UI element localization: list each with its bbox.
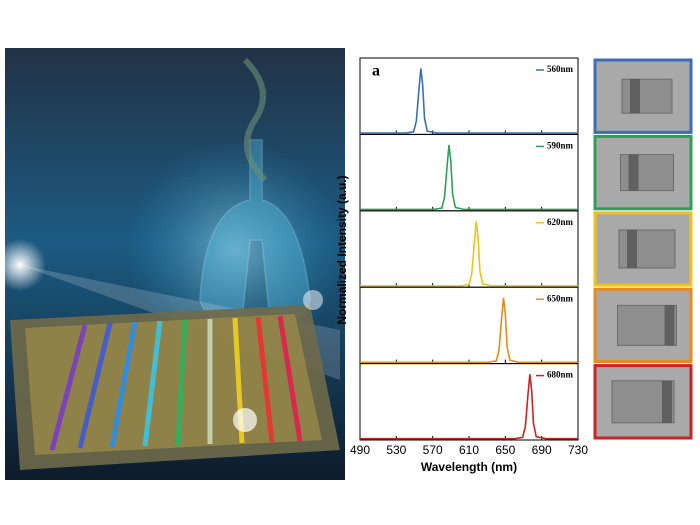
illustration <box>0 48 345 480</box>
legend-label: 680nm <box>547 370 574 380</box>
x-tick-label: 530 <box>386 443 406 457</box>
panel-frame <box>359 286 579 365</box>
x-tick-label: 730 <box>568 443 588 457</box>
spectrum-line <box>360 221 578 287</box>
panel-frame <box>359 133 579 212</box>
x-tick-label: 690 <box>532 443 552 457</box>
panel-frame <box>359 210 579 288</box>
device <box>621 78 673 114</box>
x-tick-label: 490 <box>350 443 370 457</box>
panel-frame <box>359 57 579 135</box>
legend-label: 590nm <box>547 140 574 150</box>
device-step <box>628 154 639 191</box>
x-tick-label: 610 <box>459 443 479 457</box>
x-tick-label: 650 <box>495 443 515 457</box>
panel-label: a <box>372 63 380 80</box>
device-step <box>627 230 637 268</box>
y-axis-label: Normalized Intensity (a.u.) <box>335 175 349 324</box>
x-axis-label: Wavelength (nm) <box>421 460 517 474</box>
spectrum-line <box>360 374 578 440</box>
spectrum-line <box>360 297 578 364</box>
legend-label: 650nm <box>547 293 574 303</box>
spectrum-line <box>360 68 578 134</box>
device <box>620 154 674 192</box>
device-step <box>662 380 672 423</box>
device-step <box>630 79 640 114</box>
legend-label: 620nm <box>547 217 574 227</box>
panel-frame <box>359 363 579 441</box>
legend-label: 560nm <box>547 64 574 74</box>
spectrum-line <box>360 144 578 211</box>
device-step <box>664 305 675 346</box>
x-tick-label: 570 <box>423 443 443 457</box>
